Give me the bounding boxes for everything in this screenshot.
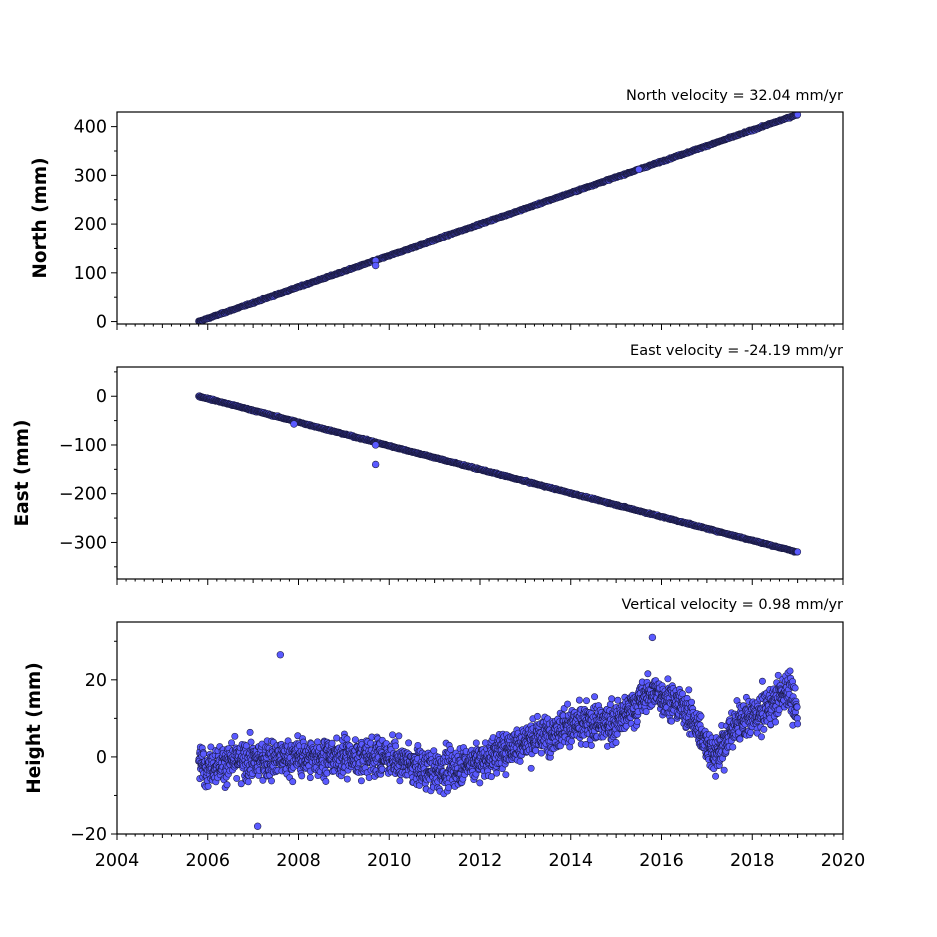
- data-point: [516, 757, 524, 765]
- y-tick-label: 0: [96, 387, 107, 407]
- data-point: [392, 742, 400, 750]
- data-points: [195, 392, 802, 556]
- data-point: [322, 778, 330, 785]
- data-point: [246, 728, 254, 736]
- data-point: [328, 739, 336, 747]
- data-point: [612, 739, 620, 746]
- data-point: [242, 742, 250, 750]
- data-point: [228, 739, 236, 747]
- north-panel: 0 100 200 300 400 North velocity = 32.04 mm/y…: [30, 88, 844, 333]
- y-tick-label: 0: [96, 313, 107, 333]
- data-point: [583, 697, 590, 705]
- data-point: [351, 736, 359, 744]
- data-point: [476, 779, 484, 787]
- data-point: [306, 774, 314, 782]
- data-point: [395, 732, 403, 740]
- data-point: [244, 778, 252, 786]
- data-point: [614, 696, 622, 704]
- data-point: [794, 112, 802, 119]
- data-point: [247, 738, 255, 746]
- data-point: [794, 548, 802, 556]
- data-point: [259, 776, 267, 784]
- east-ylabel: East (mm): [12, 420, 33, 527]
- data-point: [591, 693, 599, 701]
- data-point: [298, 772, 306, 780]
- data-point: [587, 742, 595, 749]
- data-point: [575, 696, 583, 704]
- data-point: [207, 743, 215, 751]
- data-point: [447, 745, 455, 753]
- data-point: [487, 773, 495, 781]
- data-point: [357, 777, 365, 785]
- east-title: East velocity = -24.19 mm/yr: [630, 343, 843, 359]
- data-point: [223, 781, 231, 789]
- data-point: [396, 777, 404, 785]
- outlier-point: [635, 165, 643, 174]
- outlier-point: [371, 261, 380, 270]
- axes-frame: [116, 111, 844, 325]
- outlier-point: [371, 441, 380, 449]
- data-point: [533, 712, 541, 720]
- data-point: [644, 670, 652, 678]
- data-point: [204, 782, 212, 790]
- data-point: [389, 731, 396, 739]
- data-point: [237, 780, 245, 788]
- north-ylabel: North (mm): [30, 157, 51, 278]
- data-point: [537, 749, 545, 757]
- outlier-point: [290, 420, 298, 428]
- data-point: [231, 732, 239, 740]
- outlier-point: [371, 460, 380, 469]
- y-tick-label: −200: [59, 485, 107, 505]
- data-point: [233, 774, 241, 782]
- data-point: [493, 769, 501, 777]
- north-title: North velocity = 32.04 mm/yr: [626, 88, 843, 104]
- y-tick-label: −100: [59, 436, 107, 456]
- data-point: [405, 739, 413, 747]
- data-point: [532, 747, 540, 754]
- data-point: [472, 739, 480, 747]
- y-tick-label: 300: [74, 166, 107, 186]
- data-point: [333, 734, 341, 742]
- data-point: [608, 695, 616, 703]
- data-point: [268, 777, 275, 785]
- y-tick-label: 400: [74, 118, 107, 138]
- data-point: [314, 738, 322, 746]
- data-point: [606, 700, 614, 708]
- data-point: [633, 718, 641, 726]
- y-tick-label: 100: [74, 264, 107, 284]
- data-points: [195, 112, 802, 324]
- data-points: [195, 633, 802, 830]
- data-point: [502, 771, 510, 779]
- east-panel: 0 −100 −200 −300 East velocity = -24.19 mm/y…: [12, 343, 844, 585]
- data-point: [527, 764, 535, 772]
- data-point: [199, 750, 207, 758]
- data-point: [564, 700, 572, 708]
- data-point: [568, 737, 576, 745]
- data-point: [289, 778, 297, 786]
- data-point: [343, 735, 351, 743]
- y-tick-label: −300: [59, 533, 107, 553]
- y-tick-label: 200: [74, 215, 107, 235]
- data-point: [343, 775, 351, 783]
